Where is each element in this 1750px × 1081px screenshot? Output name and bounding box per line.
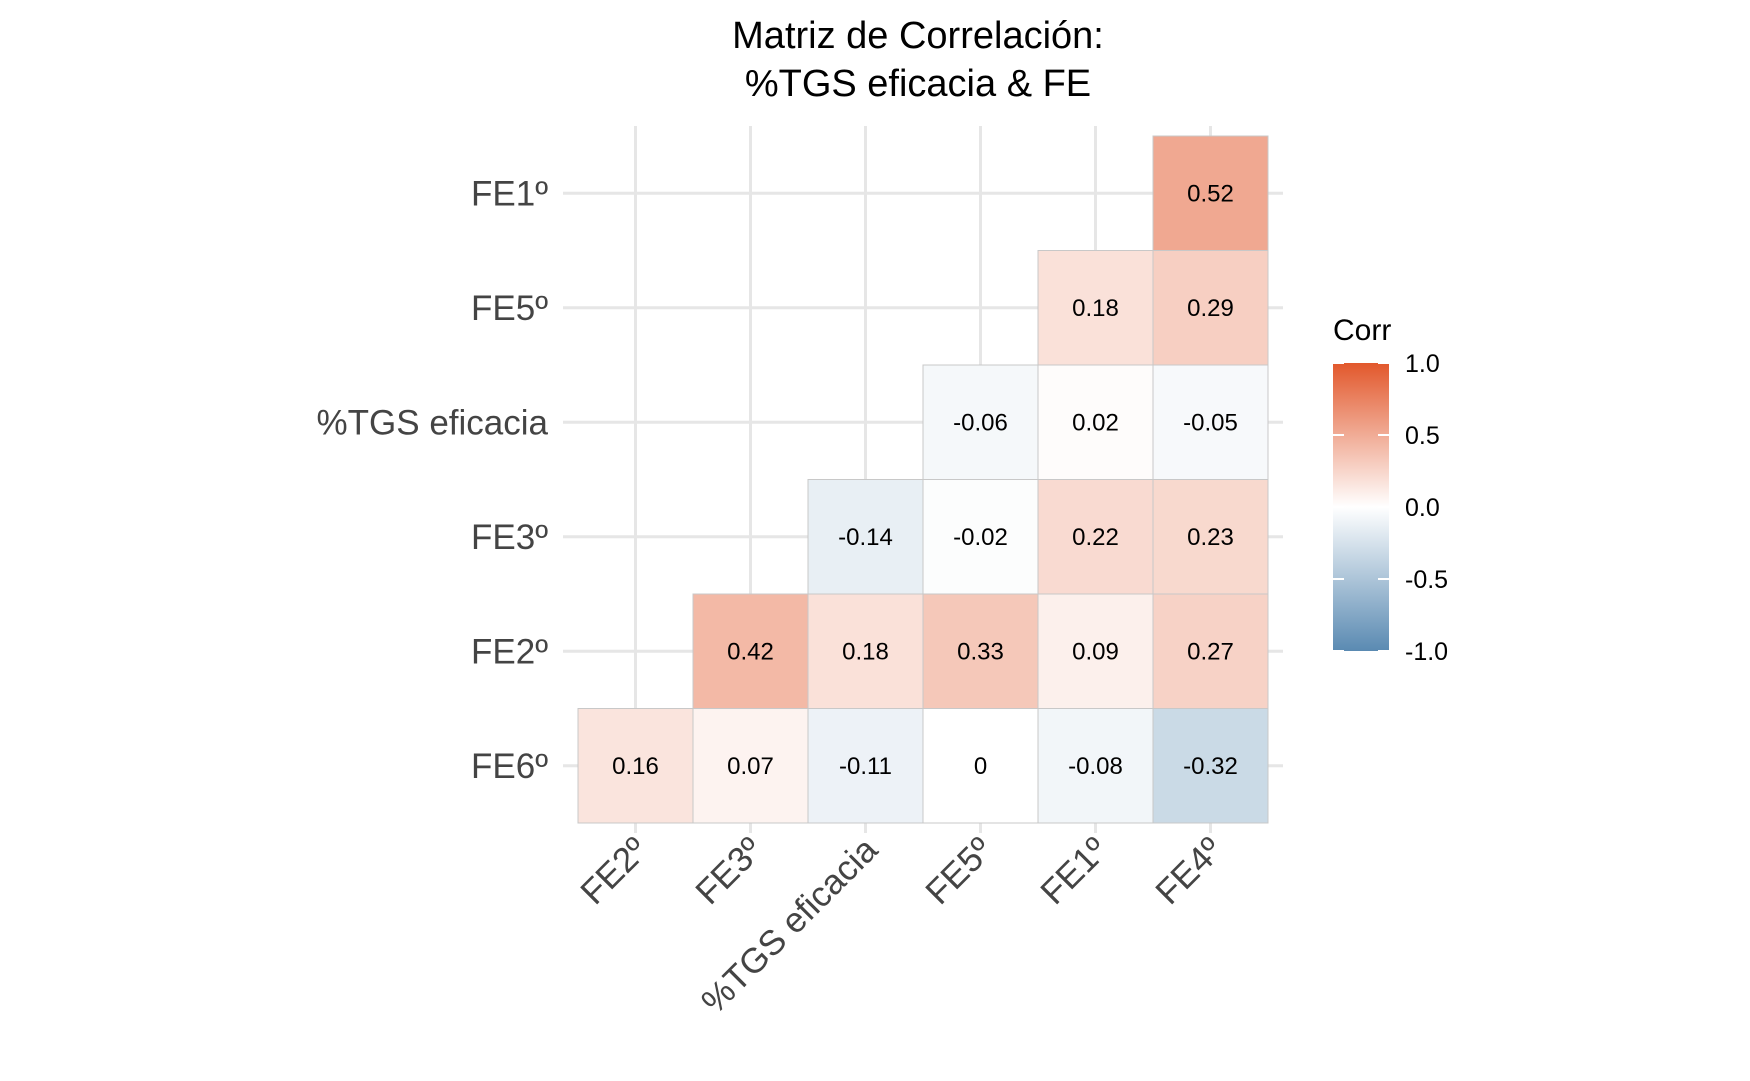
heatmap-cell [1152,250,1269,366]
heatmap-cell [577,708,694,824]
cell-value-label: -0.14 [838,524,893,551]
cell-value-label: 0.18 [1072,295,1119,322]
y-tick-label: %TGS eficacia [317,403,549,442]
y-tick-label: FE6º [471,747,548,786]
heatmap-cell [922,479,1039,595]
cell-value-label: 0.29 [1187,295,1234,322]
heatmap-cell [1037,479,1154,595]
heatmap-cell [1152,708,1269,824]
x-tick-label: FE2º [573,830,655,912]
legend-tick-label: -0.5 [1405,566,1448,594]
cell-value-label: 0.27 [1187,638,1234,665]
cell-value-label: 0.02 [1072,409,1119,436]
y-axis-labels: FE6º FE2º FE3º %TGS eficacia FE5º FE1º [317,174,549,786]
cell-value-label: 0 [974,753,987,780]
x-tick-label: FE5º [918,830,1000,912]
legend-title: Corr [1333,314,1391,347]
x-tick-label: FE4º [1148,830,1230,912]
chart-title-line-2: %TGS eficacia & FE [745,63,1091,105]
cell-value-label: 0.33 [957,638,1004,665]
heatmap-cell [1037,593,1154,709]
x-tick-label: FE3º [688,830,770,912]
heatmap-cell [1037,708,1154,824]
cell-value-label: -0.06 [953,409,1008,436]
cell-value-label: -0.08 [1068,753,1123,780]
heatmap-cell [1037,364,1154,480]
heatmap-cell [692,593,809,709]
heatmap-cell [922,364,1039,480]
y-tick-label: FE1º [471,174,548,213]
heatmap-cell [1037,250,1154,366]
cell-value-label: -0.11 [839,753,892,780]
heatmap-cell [807,593,924,709]
heatmap-cell [1152,364,1269,480]
cell-value-label: 0.16 [612,753,659,780]
cell-value-label: 0.42 [727,638,774,665]
heatmap-cell [1152,135,1269,251]
legend-tick-label: -1.0 [1405,638,1448,666]
color-legend: Corr 1.0 0.5 0.0 -0.5 -1.0 [1333,314,1448,666]
cell-value-label: 0.23 [1187,524,1234,551]
heatmap-cell [1152,593,1269,709]
cell-value-label: 0.07 [727,753,774,780]
heatmap-cell [807,479,924,595]
cell-value-label: 0.22 [1072,524,1119,551]
chart-title-line-1: Matriz de Correlación: [732,15,1104,57]
y-tick-label: FE5º [471,289,548,328]
cell-value-label: 0.52 [1187,180,1234,207]
x-axis-labels: FE2º FE3º%TGS eficacia FE5º FE1º FE4º [573,830,1230,1022]
cell-value-label: 0.09 [1072,638,1119,665]
cell-value-label: -0.32 [1183,753,1238,780]
x-tick-label: FE1º [1033,830,1115,912]
y-tick-label: FE2º [471,632,548,671]
heatmap-cell [692,708,809,824]
cell-value-label: -0.02 [953,524,1008,551]
legend-tick-label: 1.0 [1405,350,1440,378]
legend-tick-label: 0.5 [1405,422,1440,450]
y-tick-label: FE3º [471,518,548,557]
heatmap-cell [1152,479,1269,595]
heatmap-cells: 0.16 0.07 -0.11 0 -0.08 -0.32 0.42 0.18 0.33 0.09… [577,135,1269,824]
cell-value-label: 0.18 [842,638,889,665]
legend-tick-label: 0.0 [1405,494,1440,522]
cell-value-label: -0.05 [1183,409,1238,436]
